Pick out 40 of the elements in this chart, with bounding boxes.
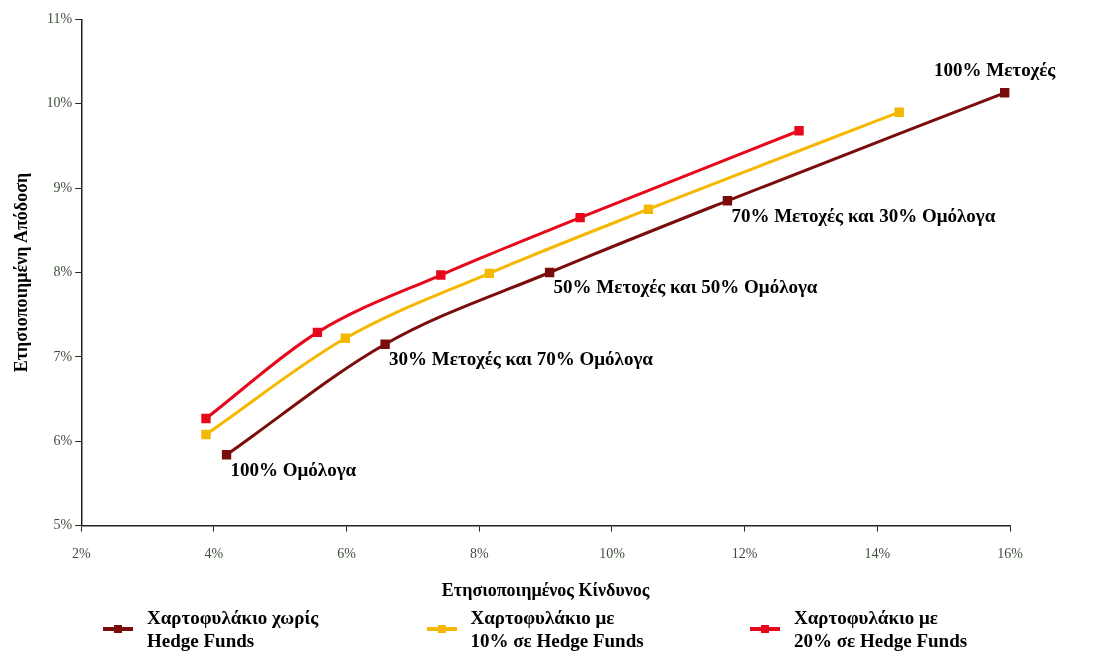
point xyxy=(221,450,232,460)
point xyxy=(484,268,494,279)
x-tick-label: 8% xyxy=(469,545,489,561)
point xyxy=(201,429,211,440)
y-tick-label: 11% xyxy=(47,11,73,27)
x-tick-label: 16% xyxy=(997,545,1024,561)
legend-label: Χαρτοφυλάκιο χωρίς Hedge Funds xyxy=(147,606,320,652)
y-tick-label: 8% xyxy=(53,264,73,280)
point xyxy=(312,327,323,338)
point xyxy=(380,339,390,349)
x-tick-label: 12% xyxy=(731,545,758,561)
y-tick-label: 6% xyxy=(53,432,73,448)
annotation: 50% Μετοχές και 50% Ομόλογα xyxy=(553,276,818,298)
point xyxy=(894,107,904,117)
point xyxy=(1000,88,1010,98)
x-axis-title: Ετησιοποιημένος Κίνδυνος xyxy=(441,579,650,600)
point xyxy=(544,267,555,278)
point xyxy=(794,126,804,136)
annotation: 30% Μετοχές και 70% Ομόλογα xyxy=(389,348,654,370)
point xyxy=(643,204,654,214)
y-tick-label: 5% xyxy=(53,517,73,533)
x-tick-label: 6% xyxy=(337,545,357,561)
point xyxy=(722,196,733,206)
legend-label: Χαρτοφυλάκιο με 20% σε Hedge Funds xyxy=(794,606,969,652)
point xyxy=(340,333,350,343)
y-tick-label: 9% xyxy=(53,179,73,195)
y-tick-label: 7% xyxy=(53,348,73,364)
point xyxy=(436,270,446,280)
annotation: 100% Ομόλογα xyxy=(230,458,357,480)
x-tick-label: 4% xyxy=(204,545,224,561)
annotation: 70% Μετοχές και 30% Ομόλογα xyxy=(731,204,996,226)
point xyxy=(575,212,585,223)
x-tick-label: 14% xyxy=(864,545,891,561)
annotation: 100% Μετοχές xyxy=(934,58,1057,80)
x-tick-label: 2% xyxy=(71,545,91,561)
point xyxy=(201,413,211,424)
x-tick-label: 10% xyxy=(599,545,626,561)
y-tick-label: 10% xyxy=(46,95,73,111)
y-axis-title: Ετησιοποιημένη Απόδοση xyxy=(11,172,32,373)
legend-label: Χαρτοφυλάκιο με 10% σε Hedge Funds xyxy=(470,606,645,652)
